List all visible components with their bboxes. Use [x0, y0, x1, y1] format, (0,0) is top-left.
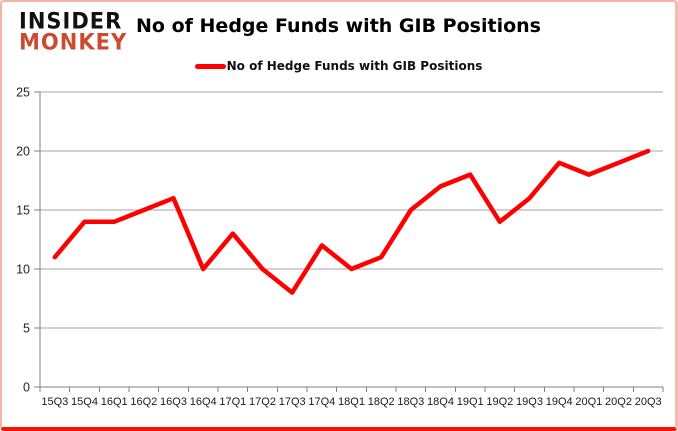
- svg-text:16Q4: 16Q4: [190, 396, 217, 408]
- chart-legend: No of Hedge Funds with GIB Positions: [2, 59, 675, 73]
- svg-text:17Q1: 17Q1: [219, 396, 246, 408]
- svg-text:19Q3: 19Q3: [516, 396, 543, 408]
- svg-text:18Q2: 18Q2: [368, 396, 395, 408]
- svg-text:18Q1: 18Q1: [338, 396, 365, 408]
- legend-line-icon: [194, 63, 226, 69]
- svg-text:19Q1: 19Q1: [457, 396, 484, 408]
- svg-text:19Q2: 19Q2: [486, 396, 513, 408]
- svg-text:18Q3: 18Q3: [397, 396, 424, 408]
- svg-text:17Q4: 17Q4: [308, 396, 335, 408]
- svg-text:16Q1: 16Q1: [101, 396, 128, 408]
- svg-text:15: 15: [16, 204, 30, 218]
- legend-label: No of Hedge Funds with GIB Positions: [226, 59, 483, 73]
- svg-text:19Q4: 19Q4: [546, 396, 573, 408]
- svg-text:0: 0: [23, 381, 30, 395]
- svg-text:15Q3: 15Q3: [41, 396, 68, 408]
- chart-title: No of Hedge Funds with GIB Positions: [136, 15, 541, 37]
- svg-text:16Q2: 16Q2: [130, 396, 157, 408]
- svg-text:15Q4: 15Q4: [71, 396, 98, 408]
- svg-text:25: 25: [16, 86, 30, 100]
- svg-text:20Q1: 20Q1: [575, 396, 602, 408]
- svg-text:20: 20: [16, 145, 30, 159]
- svg-text:20Q2: 20Q2: [605, 396, 632, 408]
- svg-text:20Q3: 20Q3: [635, 396, 662, 408]
- svg-text:17Q2: 17Q2: [249, 396, 276, 408]
- svg-text:17Q3: 17Q3: [279, 396, 306, 408]
- insider-monkey-logo: INSIDER MONKEY: [19, 8, 128, 55]
- svg-text:5: 5: [23, 322, 30, 336]
- logo-text-insider: INSIDER: [19, 8, 123, 34]
- logo-text-monkey: MONKEY: [19, 28, 128, 55]
- svg-text:10: 10: [16, 263, 30, 277]
- svg-text:18Q4: 18Q4: [427, 396, 454, 408]
- svg-text:16Q3: 16Q3: [160, 396, 187, 408]
